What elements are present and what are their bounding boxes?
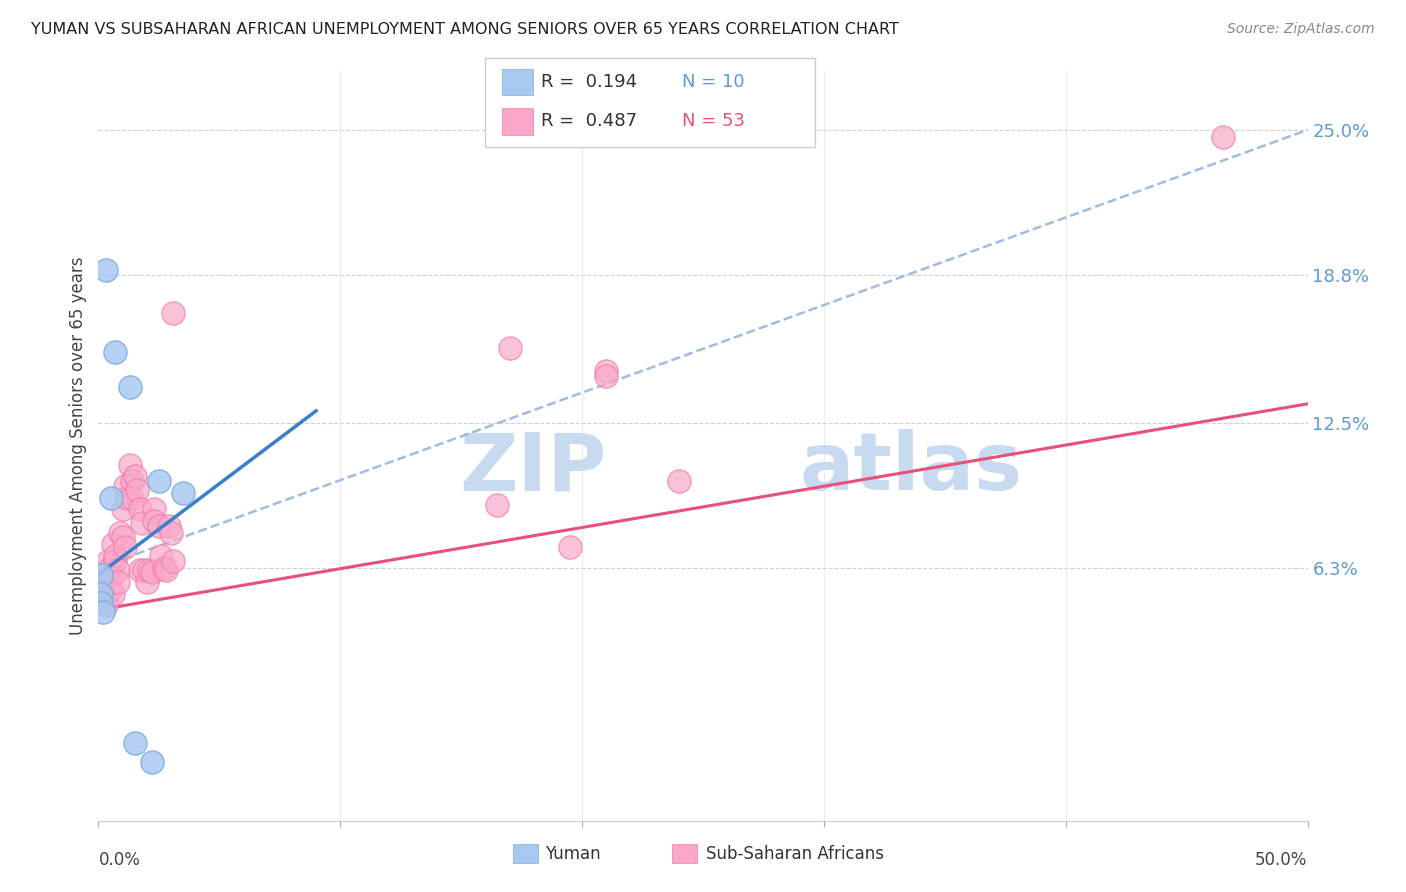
- Point: [91, 567, 114, 582]
- Point: [97, 554, 120, 568]
- Text: N = 10: N = 10: [682, 73, 745, 91]
- Point: [595, 364, 617, 378]
- Text: Source: ZipAtlas.com: Source: ZipAtlas.com: [1227, 22, 1375, 37]
- Point: [107, 563, 129, 577]
- Point: [498, 341, 520, 355]
- Point: [90, 596, 112, 610]
- Point: [143, 514, 166, 528]
- Point: [127, 483, 149, 498]
- Point: [94, 599, 117, 613]
- Text: 0.0%: 0.0%: [98, 851, 141, 869]
- Point: [100, 491, 122, 505]
- Text: 50.0%: 50.0%: [1256, 851, 1308, 869]
- Point: [162, 554, 184, 568]
- Point: [486, 498, 509, 512]
- Point: [143, 502, 166, 516]
- Point: [107, 574, 129, 589]
- Point: [152, 561, 174, 575]
- Text: Sub-Saharan Africans: Sub-Saharan Africans: [706, 845, 884, 863]
- Point: [114, 479, 136, 493]
- Point: [138, 563, 160, 577]
- Point: [90, 573, 112, 587]
- Point: [121, 474, 143, 488]
- Point: [148, 474, 170, 488]
- Text: atlas: atlas: [800, 429, 1022, 508]
- Point: [90, 586, 112, 600]
- Point: [114, 540, 136, 554]
- Point: [111, 530, 134, 544]
- Point: [160, 525, 183, 540]
- Point: [155, 563, 177, 577]
- Point: [118, 458, 141, 472]
- Point: [128, 563, 150, 577]
- Y-axis label: Unemployment Among Seniors over 65 years: Unemployment Among Seniors over 65 years: [69, 257, 87, 635]
- Point: [97, 563, 120, 577]
- Point: [100, 582, 122, 596]
- Text: ZIP: ZIP: [458, 429, 606, 508]
- Point: [124, 736, 146, 750]
- Point: [668, 474, 690, 488]
- Point: [94, 591, 117, 606]
- Point: [91, 577, 114, 591]
- Point: [118, 380, 141, 394]
- Point: [117, 491, 139, 505]
- Point: [558, 540, 581, 554]
- Point: [100, 570, 122, 584]
- Point: [162, 305, 184, 319]
- Point: [141, 755, 163, 769]
- Point: [172, 485, 194, 500]
- Point: [101, 586, 124, 600]
- Text: R =  0.487: R = 0.487: [541, 112, 637, 130]
- Point: [157, 518, 180, 533]
- Text: YUMAN VS SUBSAHARAN AFRICAN UNEMPLOYMENT AMONG SENIORS OVER 65 YEARS CORRELATION: YUMAN VS SUBSAHARAN AFRICAN UNEMPLOYMENT…: [31, 22, 898, 37]
- Point: [90, 586, 112, 600]
- Point: [104, 549, 127, 563]
- Point: [128, 502, 150, 516]
- Point: [148, 518, 170, 533]
- Point: [90, 567, 112, 582]
- Text: N = 53: N = 53: [682, 112, 745, 130]
- Point: [141, 566, 163, 580]
- Point: [135, 574, 157, 589]
- Point: [101, 537, 124, 551]
- Point: [104, 554, 127, 568]
- Point: [124, 469, 146, 483]
- Point: [108, 525, 131, 540]
- Text: Yuman: Yuman: [546, 845, 602, 863]
- Point: [595, 368, 617, 383]
- Point: [90, 567, 112, 582]
- Point: [104, 345, 127, 359]
- Point: [91, 584, 114, 599]
- Point: [131, 516, 153, 531]
- Point: [134, 563, 156, 577]
- Point: [111, 502, 134, 516]
- Point: [121, 491, 143, 505]
- Point: [94, 263, 117, 277]
- Point: [91, 605, 114, 619]
- Point: [150, 549, 173, 563]
- Text: R =  0.194: R = 0.194: [541, 73, 637, 91]
- Point: [90, 580, 112, 594]
- Point: [1212, 130, 1234, 145]
